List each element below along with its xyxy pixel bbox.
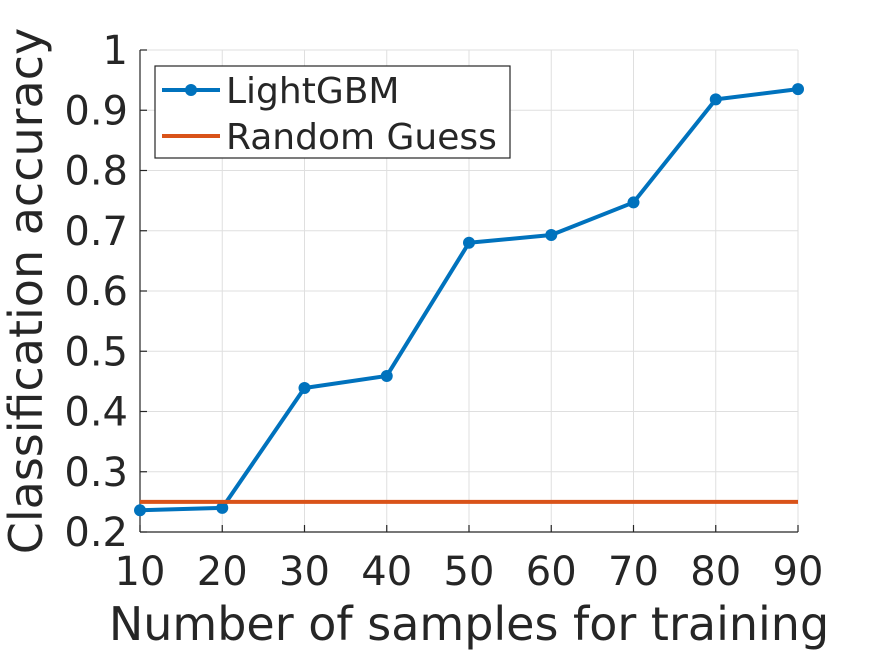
x-tick-label: 40 [361, 549, 412, 595]
data-point [298, 382, 311, 395]
y-tick-label: 1 [103, 28, 128, 74]
x-tick-label: 30 [279, 549, 330, 595]
x-tick-label: 60 [526, 549, 577, 595]
data-point [216, 501, 229, 514]
legend-label: Random Guess [226, 117, 497, 158]
x-tick-label: 80 [690, 549, 741, 595]
data-point [627, 196, 640, 209]
y-tick-label: 0.7 [64, 209, 128, 255]
y-tick-label: 0.2 [64, 510, 128, 556]
x-axis-label: Number of samples for training [109, 597, 829, 650]
data-point [545, 228, 558, 241]
y-tick-label: 0.5 [64, 329, 128, 375]
data-point [380, 369, 393, 382]
y-tick-label: 0.8 [64, 149, 128, 195]
data-point [792, 83, 804, 96]
y-tick-label: 0.3 [64, 450, 128, 496]
y-tick-label: 0.9 [64, 88, 128, 134]
x-tick-label: 10 [115, 549, 166, 595]
data-point [709, 93, 722, 106]
axes [139, 49, 799, 533]
legend: LightGBM Random Guess [154, 65, 511, 159]
x-tick-label: 90 [773, 549, 824, 595]
data-point [463, 236, 475, 249]
x-tick-label: 70 [608, 549, 659, 595]
x-tick-label: 50 [444, 549, 495, 595]
y-tick-label: 0.6 [64, 269, 128, 315]
y-tick-label: 0.4 [64, 390, 128, 436]
legend-marker [185, 84, 197, 96]
x-tick-label: 20 [197, 549, 248, 595]
data-point [134, 504, 146, 517]
tick-labels: 10 20 30 40 50 60 70 80 90 0.2 0.3 0.4 0.5 0.6 0.7 0.8 0… [64, 28, 823, 595]
legend-box [154, 65, 511, 159]
y-axis-label: Classification accuracy [0, 28, 53, 555]
series [134, 83, 804, 517]
legend-label: LightGBM [226, 71, 400, 112]
